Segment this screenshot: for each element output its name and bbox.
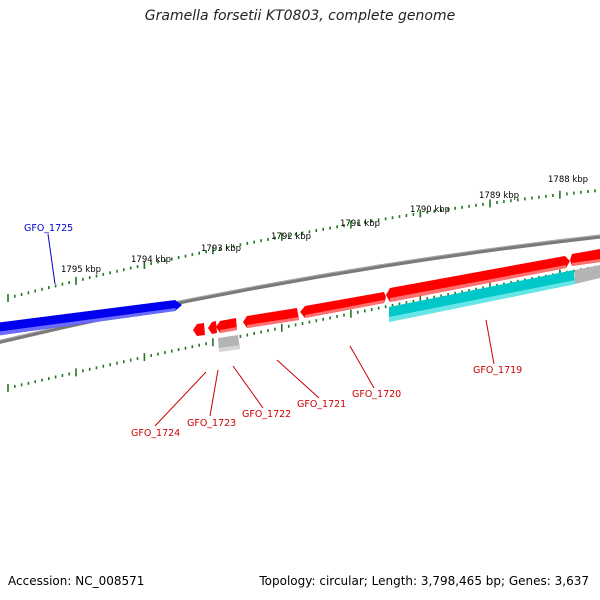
gene-labels: GFO_1719 GFO_1720 GFO_1721 GFO_1722 GFO_… bbox=[24, 223, 522, 439]
map-title: Gramella forsetii KT0803, complete genom… bbox=[144, 8, 456, 24]
scale-label-1790: 1790 kbp bbox=[410, 205, 450, 215]
scale-labels: 1788 kbp 1789 kbp 1790 kbp 1791 kbp 1792… bbox=[61, 175, 588, 275]
gene-label-gfo-1721: GFO_1721 bbox=[297, 399, 346, 410]
gene-gfo-1719[interactable] bbox=[570, 249, 600, 266]
cyan-feature bbox=[389, 270, 575, 322]
gene-small-red[interactable] bbox=[193, 323, 205, 336]
gene-label-gfo-1725: GFO_1725 bbox=[24, 223, 73, 234]
scale-label-1795: 1795 kbp bbox=[61, 265, 101, 275]
scale-label-1789: 1789 kbp bbox=[479, 191, 519, 201]
genome-summary-text: Topology: circular; Length: 3,798,465 bp… bbox=[259, 574, 589, 588]
gene-label-gfo-1720: GFO_1720 bbox=[352, 389, 401, 400]
gene-gfo-1721[interactable] bbox=[300, 292, 386, 318]
grey-feature-right bbox=[575, 265, 600, 284]
gene-label-gfo-1719: GFO_1719 bbox=[473, 365, 522, 376]
gene-label-gfo-1722: GFO_1722 bbox=[242, 409, 291, 420]
gene-label-gfo-1724: GFO_1724 bbox=[131, 428, 180, 439]
scale-label-1792: 1792 kbp bbox=[271, 232, 311, 242]
label-connectors bbox=[47, 233, 495, 427]
accession-text: Accession: NC_008571 bbox=[8, 574, 145, 588]
scale-label-1794: 1794 kbp bbox=[131, 255, 171, 265]
gene-label-gfo-1723: GFO_1723 bbox=[187, 418, 236, 429]
scale-label-1793: 1793 kbp bbox=[201, 244, 241, 254]
gene-gfo-1724[interactable] bbox=[208, 321, 217, 334]
gene-gfo-1722[interactable] bbox=[243, 308, 299, 328]
scale-label-1791: 1791 kbp bbox=[340, 219, 380, 229]
gene-gfo-1720[interactable] bbox=[386, 256, 570, 302]
outer-tick-track bbox=[7, 189, 596, 302]
gene-gfo-1723[interactable] bbox=[216, 318, 237, 333]
grey-feature-1723 bbox=[218, 335, 240, 352]
scale-label-1788: 1788 kbp bbox=[548, 175, 588, 185]
